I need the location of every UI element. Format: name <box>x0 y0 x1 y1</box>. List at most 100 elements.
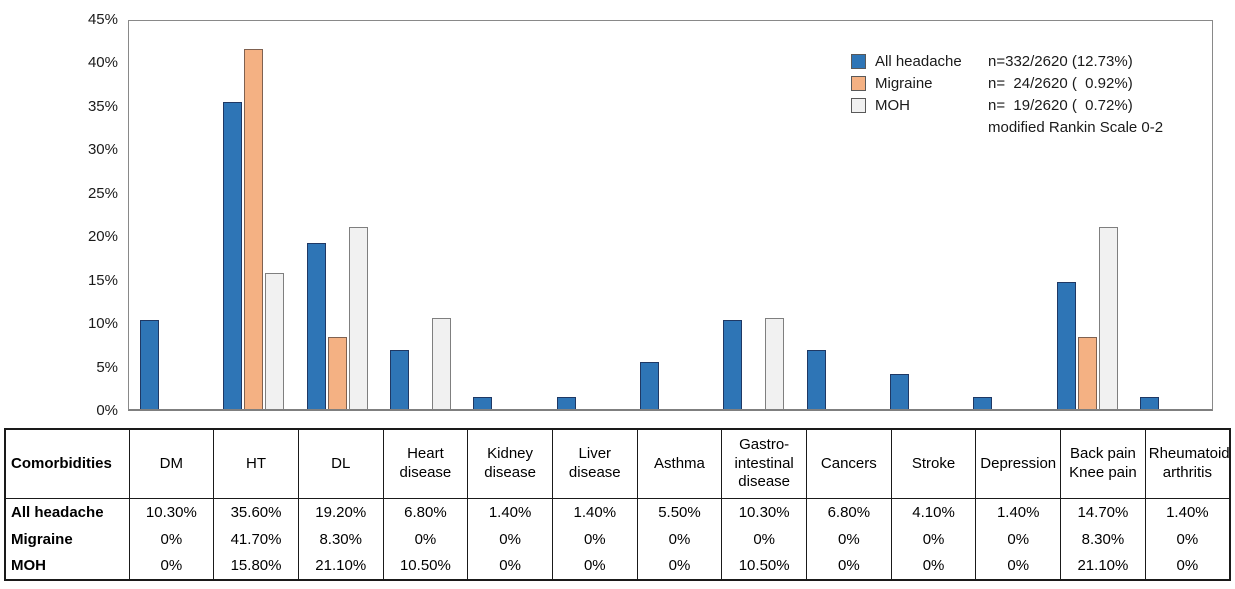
y-tick-label: 45% <box>87 11 118 28</box>
table-cell: 6.80% <box>806 498 892 526</box>
table-cell: 8.30% <box>1060 525 1146 553</box>
legend-label: MOH <box>875 97 910 114</box>
table-cell: 1.40% <box>1144 498 1231 526</box>
bar-group <box>1129 21 1212 409</box>
table-cell: 1.40% <box>551 498 638 526</box>
table-cell: 0% <box>382 525 469 553</box>
table-cell: 5.50% <box>636 498 723 526</box>
bar <box>390 350 410 409</box>
legend-n-value: n= 24/2620 ( 0.92%) <box>988 75 1133 92</box>
table-cell: 41.70% <box>213 525 299 553</box>
bar <box>348 227 368 409</box>
bar <box>806 350 826 409</box>
bar <box>973 396 993 409</box>
bar-group <box>962 21 1045 409</box>
bar-group <box>379 21 462 409</box>
table-cell: 15.80% <box>213 552 299 580</box>
bar <box>889 373 909 409</box>
bar-group <box>879 21 962 409</box>
table-column-header: Heart disease <box>382 429 469 499</box>
legend-label: All headache <box>875 53 962 70</box>
table-header-row: Comorbidities DM HT DL Heart disease Kidney … <box>4 429 1231 499</box>
bar <box>223 102 243 409</box>
legend-swatch <box>851 54 866 69</box>
table-cell: 8.30% <box>297 525 384 553</box>
chart-legend: All headache n=332/2620 (12.73%) Migraine n… <box>851 53 1163 136</box>
table-cell: 0% <box>636 552 723 580</box>
table-cell: 4.10% <box>890 498 977 526</box>
table-cell: 10.30% <box>721 498 807 526</box>
bar <box>640 361 660 409</box>
table-column-header: Back pain Knee pain <box>1060 429 1146 499</box>
bar <box>1056 282 1076 409</box>
legend-n-value: n=332/2620 (12.73%) <box>988 53 1133 70</box>
bar-group <box>296 21 379 409</box>
table-cell: 0% <box>1144 552 1231 580</box>
table-cell: 21.10% <box>1060 552 1146 580</box>
table-column-header: DL <box>297 429 384 499</box>
table-column-header: HT <box>213 429 299 499</box>
bar <box>1098 227 1118 409</box>
table-cell: 0% <box>551 552 638 580</box>
bar-group <box>546 21 629 409</box>
table-cell: 1.40% <box>467 498 553 526</box>
table-cell: 0% <box>467 552 553 580</box>
table-cell: 10.30% <box>128 498 215 526</box>
legend-label: Migraine <box>875 75 933 92</box>
table-cell: 0% <box>890 525 977 553</box>
plot-area: All headache n=332/2620 (12.73%) Migraine n… <box>128 20 1213 411</box>
table-cell: 0% <box>806 552 892 580</box>
y-tick-label: 10% <box>87 315 118 333</box>
table-cell: 0% <box>636 525 723 553</box>
table-row-label: Migraine <box>4 525 130 553</box>
y-tick-label: 0% <box>96 402 118 419</box>
table-column-header: Stroke <box>890 429 977 499</box>
table-cell: 35.60% <box>213 498 299 526</box>
comorbidities-table-wrap: Comorbidities DM HT DL Heart disease Kidney … <box>4 428 1231 581</box>
table-cell: 10.50% <box>382 552 469 580</box>
bar-group <box>129 21 212 409</box>
table-row: All headache 10.30% 35.60% 19.20% 6.80% 1.40%… <box>4 498 1231 526</box>
table-column-header: Kidney disease <box>467 429 553 499</box>
table-column-header: Gastro- intestinal disease <box>721 429 807 499</box>
bar <box>432 318 452 409</box>
y-tick-label: 15% <box>87 271 118 289</box>
bar <box>327 337 347 409</box>
y-tick-label: 25% <box>87 184 118 202</box>
legend-swatch <box>851 76 866 91</box>
bar <box>723 320 743 409</box>
table-column-header: Depression <box>975 429 1062 499</box>
y-tick-label: 40% <box>87 54 118 72</box>
table-column-header: Liver disease <box>551 429 638 499</box>
table-row-label: MOH <box>4 552 130 580</box>
table-column-header: Rheumatoid arthritis <box>1144 429 1231 499</box>
table-cell: 0% <box>551 525 638 553</box>
bar-group <box>796 21 879 409</box>
comorbidities-table: Comorbidities DM HT DL Heart disease Kidney … <box>4 428 1231 581</box>
table-row-label: All headache <box>4 498 130 526</box>
bar <box>1139 396 1159 409</box>
y-tick-label: 35% <box>87 97 118 115</box>
table-cell: 21.10% <box>297 552 384 580</box>
table-cell: 19.20% <box>297 498 384 526</box>
y-tick-label: 5% <box>96 358 118 376</box>
table-cell: 0% <box>128 552 215 580</box>
legend-note: modified Rankin Scale 0-2 <box>988 119 1164 136</box>
table-cell: 0% <box>721 525 807 553</box>
bar-group <box>1045 21 1128 409</box>
table-header-comorbidities: Comorbidities <box>4 429 130 499</box>
table-cell: 0% <box>467 525 553 553</box>
bar <box>244 49 264 409</box>
legend-n-value: n= 19/2620 ( 0.72%) <box>988 97 1133 114</box>
table-column-header: Asthma <box>636 429 723 499</box>
y-tick-label: 30% <box>87 141 118 159</box>
table-column-header: DM <box>128 429 215 499</box>
table-cell: 0% <box>806 525 892 553</box>
y-tick-label: 20% <box>87 228 118 246</box>
table-row: Migraine 0% 41.70% 8.30% 0% 0% 0% 0% 0% 0% 0% 0% 8.3… <box>4 525 1231 553</box>
bar <box>306 243 326 409</box>
bar-group <box>629 21 712 409</box>
bar-groups <box>129 21 1212 409</box>
bar <box>556 396 576 409</box>
